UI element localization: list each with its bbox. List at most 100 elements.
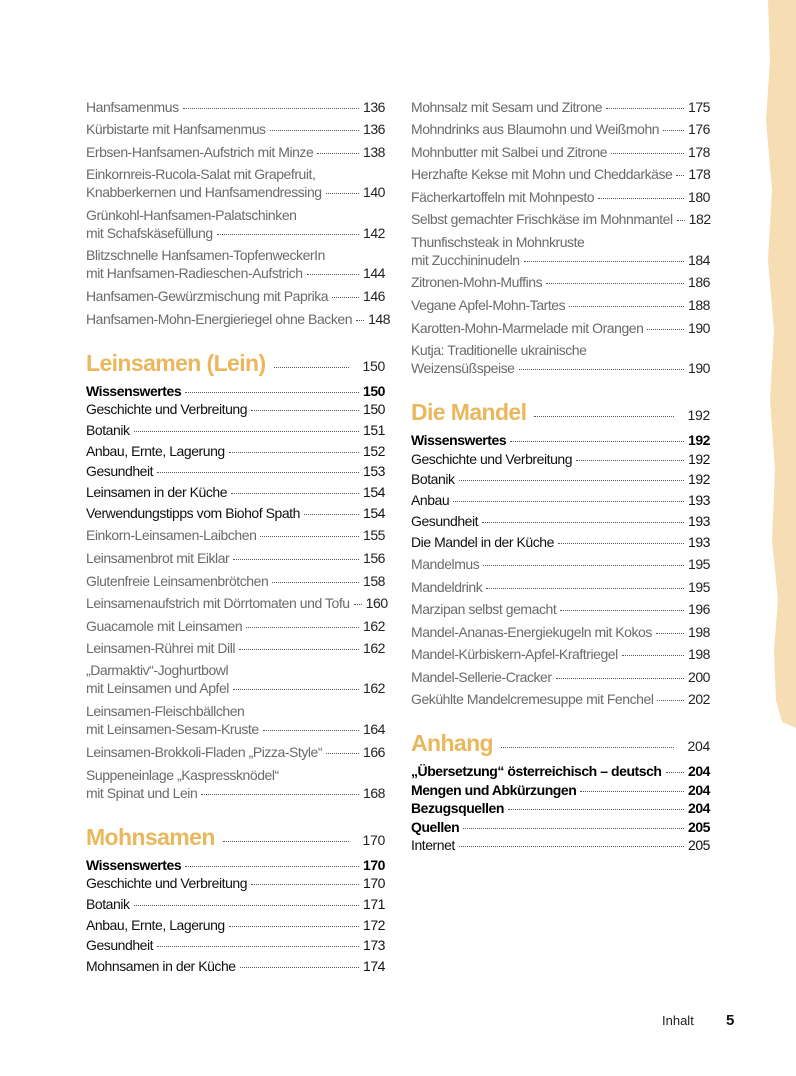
toc-entry-title: Leinsamen in der Küche [86, 484, 228, 500]
toc-entry-section: Quellen 205 [411, 818, 710, 836]
dotted-leader [611, 153, 684, 154]
toc-entry-row: Hanfsamen-Gewürzmischung mit Paprika 146 [86, 287, 385, 305]
toc-entry-recipe: Leinsamen-Brokkoli-Fladen „Pizza-Style“ 1… [86, 743, 385, 761]
toc-entry-row: Leinsamen-Rührei mit Dill 162 [86, 639, 385, 657]
toc-entry-topic: Gesundheit 153 [86, 462, 385, 480]
toc-entry-recipe: Einkorn-Leinsamen-Laibchen 155 [86, 526, 385, 544]
toc-page-number: 198 [687, 646, 710, 662]
toc-entry-title: Botanik [86, 422, 130, 438]
dotted-leader [182, 108, 359, 109]
dotted-leader [453, 501, 684, 502]
toc-entry-recipe: Kutja: Traditionelle ukrainische Weizensü… [411, 341, 710, 377]
toc-page-number: 156 [362, 550, 385, 566]
toc-entry-title: Knabberkernen und Hanfsamendressing [86, 184, 322, 200]
toc-entry-row: Anbau, Ernte, Lagerung 172 [86, 916, 385, 934]
toc-entry-title: Suppeneinlage „Kaspressknödel“ [86, 767, 279, 783]
toc-entry-title: Gesundheit [86, 463, 154, 479]
toc-entry-heading: Mohnsamen 170 [86, 824, 385, 853]
dotted-leader [606, 108, 684, 109]
toc-entry-title: Botanik [411, 471, 455, 487]
toc-entry-topic: Botanik 151 [86, 421, 385, 439]
dotted-leader [569, 306, 684, 307]
toc-entry-row: Gesundheit 193 [411, 512, 710, 530]
toc-entry-recipe: Mohndrinks aus Blaumohn und Weißmohn 176 [411, 120, 710, 138]
toc-page-number: 170 [362, 875, 385, 891]
dotted-leader [222, 841, 349, 842]
toc-page-number: 186 [687, 274, 710, 290]
toc-entry-row: Bezugsquellen 204 [411, 799, 710, 817]
toc-page-number: 170 [362, 857, 385, 873]
toc-entry-title: Gekühlte Mandelcremesuppe mit Fenchel [411, 691, 654, 707]
toc-entry-row: mit Leinsamen und Apfel 162 [86, 679, 385, 697]
toc-entry-title: Mandel-Ananas-Energiekugeln mit Kokos [411, 624, 652, 640]
toc-page-number: 166 [362, 744, 385, 760]
toc-page-number: 202 [687, 691, 710, 707]
toc-entry-title: Bezugsquellen [411, 800, 504, 816]
toc-entry-row: Vegane Apfel-Mohn-Tartes 188 [411, 296, 710, 314]
toc-entry-topic: Die Mandel in der Küche 193 [411, 533, 710, 551]
toc-entry-topic: Gesundheit 193 [411, 512, 710, 530]
toc-entry-section: Wissenswertes 170 [86, 856, 385, 874]
dotted-leader [463, 828, 684, 829]
toc-page-number: 154 [362, 505, 385, 521]
toc-entry-title: Vegane Apfel-Mohn-Tartes [411, 297, 566, 313]
toc-entry-row: Glutenfreie Leinsamenbrötchen 158 [86, 572, 385, 590]
toc-entry-recipe: Einkornreis-Rucola-Salat mit Grapefruit,… [86, 165, 385, 201]
toc-entry-row: Botanik 151 [86, 421, 385, 439]
toc-entry-row: Quellen 205 [411, 818, 710, 836]
toc-entry-recipe: Zitronen-Mohn-Muffins 186 [411, 273, 710, 291]
toc-entry-recipe: Mohnbutter mit Salbei und Zitrone 178 [411, 143, 710, 161]
toc-entry-row: mit Leinsamen-Sesam-Kruste 164 [86, 720, 385, 738]
toc-entry-row: Leinsamen (Lein) 150 [86, 350, 385, 379]
toc-entry-recipe: Leinsamen-Fleischbällchen mit Leinsamen-S… [86, 702, 385, 738]
toc-entry-row: Geschichte und Verbreitung 150 [86, 400, 385, 418]
dotted-leader [576, 460, 684, 461]
toc-page-number: 198 [687, 624, 710, 640]
toc-page-number: 193 [687, 513, 710, 529]
toc-entry-section: Bezugsquellen 204 [411, 799, 710, 817]
dotted-leader [231, 493, 359, 494]
toc-entry-title: Die Mandel in der Küche [411, 534, 554, 550]
toc-page-number: 192 [687, 407, 711, 423]
toc-page-number: 196 [687, 601, 710, 617]
toc-entry-row: Die Mandel 192 [411, 399, 710, 428]
toc-entry-recipe: Guacamole mit Leinsamen 162 [86, 617, 385, 635]
toc-entry-title: Mohnsalz mit Sesam und Zitrone [411, 99, 603, 115]
dotted-leader [185, 392, 359, 393]
toc-entry-recipe: Mandel-Kürbiskern-Apfel-Kraftriegel 198 [411, 645, 710, 663]
dotted-leader [157, 472, 359, 473]
toc-page-number: 162 [362, 618, 385, 634]
toc-entry-heading: Leinsamen (Lein) 150 [86, 350, 385, 379]
toc-entry-row: Weizensüßspeise 190 [411, 359, 710, 377]
toc-entry-row: Einkorn-Leinsamen-Laibchen 155 [86, 526, 385, 544]
dotted-leader [546, 283, 684, 284]
toc-entry-title: Verwendungstipps vom Biohof Spath [86, 505, 300, 521]
toc-entry-title: Geschichte und Verbreitung [411, 451, 573, 467]
dotted-leader [251, 410, 359, 411]
toc-page-number: 136 [362, 99, 385, 115]
dotted-leader [676, 175, 685, 176]
toc-entry-row: Verwendungstipps vom Biohof Spath 154 [86, 504, 385, 522]
toc-page-number: 162 [362, 640, 385, 656]
toc-page-number: 192 [687, 471, 710, 487]
toc-entry-row: Die Mandel in der Küche 193 [411, 533, 710, 551]
toc-entry-row: Anbau, Ernte, Lagerung 152 [86, 442, 385, 460]
toc-page-number: 144 [362, 265, 385, 281]
toc-page-number: 193 [687, 534, 710, 550]
toc-entry-row: Mandeldrink 195 [411, 578, 710, 596]
dotted-leader [239, 649, 359, 650]
dotted-leader [251, 884, 359, 885]
toc-entry-topic: Verwendungstipps vom Biohof Spath 154 [86, 504, 385, 522]
toc-page-number: 136 [362, 121, 385, 137]
toc-entry-title: Leinsamen (Lein) [86, 350, 266, 376]
toc-page-number: 158 [362, 573, 385, 589]
toc-entry-recipe: Glutenfreie Leinsamenbrötchen 158 [86, 572, 385, 590]
dotted-leader [185, 866, 359, 867]
toc-entry-recipe: „Darmaktiv“-Joghurtbowl mit Leinsamen und… [86, 661, 385, 697]
toc-entry-row: Karotten-Mohn-Marmelade mit Orangen 190 [411, 319, 710, 337]
toc-entry-heading: Die Mandel 192 [411, 399, 710, 428]
toc-entry-recipe: Mandelmus 195 [411, 555, 710, 573]
toc-entry-title: mit Leinsamen und Apfel [86, 680, 229, 696]
toc-entry-row: Mohndrinks aus Blaumohn und Weißmohn 176 [411, 120, 710, 138]
toc-entry-topic: Anbau, Ernte, Lagerung 152 [86, 442, 385, 460]
